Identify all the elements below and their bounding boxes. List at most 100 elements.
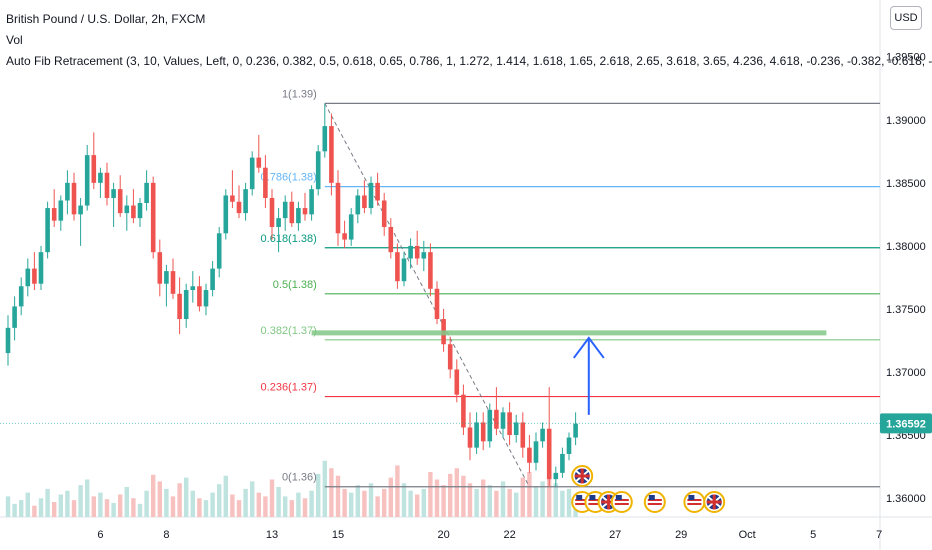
volume-bar (309, 490, 314, 517)
volume-bar (428, 472, 433, 517)
volume-bar (441, 485, 446, 517)
volume-bar (276, 487, 281, 517)
candle-body (177, 293, 182, 320)
volume-bar (362, 490, 367, 517)
volume-bar (269, 479, 275, 517)
volume-bar (349, 492, 354, 517)
volume-bar (52, 502, 57, 517)
volume-bar (368, 483, 374, 517)
candle-body (296, 208, 301, 224)
volume-bar (85, 479, 90, 517)
uk-flag-icon[interactable] (571, 465, 594, 487)
candle-body (84, 155, 90, 206)
price-tick-label: 1.37500 (886, 304, 926, 316)
volume-bar (415, 494, 420, 517)
volume-bar (302, 498, 308, 517)
candle-body (223, 195, 229, 234)
volume-bar (170, 496, 176, 517)
date-tick-label: 6 (97, 529, 103, 541)
flag-canton (615, 495, 622, 500)
flag-stripe (575, 503, 590, 505)
volume-bar (434, 479, 440, 517)
candle-body (302, 208, 308, 215)
volume-bar (481, 479, 486, 517)
volume-bar (184, 477, 189, 517)
drawings[interactable] (0, 330, 880, 424)
candle-body (335, 182, 341, 234)
symbol-title[interactable]: British Pound / U.S. Dollar, 2h, FXCM (6, 12, 206, 26)
candle-body (170, 271, 176, 294)
candle-body (104, 172, 110, 198)
candle-body (381, 200, 387, 227)
price-axis[interactable]: 1.360001.365001.370001.375001.380001.385… (880, 52, 932, 505)
candle-body (236, 201, 242, 214)
volume-indicator-label[interactable]: Vol (6, 33, 23, 47)
candle-body (401, 258, 407, 282)
flag-canton (648, 495, 655, 500)
volume-bar (553, 483, 558, 517)
candle-body (51, 208, 57, 221)
candle-body (124, 205, 130, 214)
price-tick-label: 1.39000 (886, 115, 926, 127)
candle-body (197, 286, 202, 307)
fib-retracement[interactable]: 1(1.39) 0.786(1.38) 0.618(1.38) 0.5(1.38) 0.… (261, 88, 880, 488)
flag-stripe (607, 494, 611, 510)
candle-body (520, 422, 526, 448)
candle-body (150, 182, 156, 253)
volume-bar (210, 492, 215, 517)
volume-bar (395, 465, 400, 517)
candle-body (230, 195, 235, 202)
flag-stripe (614, 503, 629, 505)
candle-body (263, 167, 268, 198)
candle-body (144, 182, 149, 204)
candle-body (527, 447, 532, 463)
date-tick-label: 7 (876, 529, 882, 541)
candle-body (38, 252, 44, 284)
price-tick-label: 1.39500 (886, 52, 926, 64)
candle-body (560, 453, 565, 473)
volume-bar (197, 498, 202, 517)
date-axis[interactable]: 6 8 13 15 20 22 27 29 Oct 5 7 (97, 529, 882, 541)
volume-bar (461, 475, 466, 517)
volume-bar (382, 488, 387, 517)
volume-bar (223, 475, 228, 517)
volume-bar (65, 490, 70, 517)
candle-body (117, 189, 123, 214)
flag-canton (688, 495, 695, 500)
date-tick-label: Oct (739, 529, 756, 541)
candle-body (573, 423, 578, 438)
us-flag-icon[interactable] (610, 491, 633, 513)
candle-body (329, 126, 334, 183)
us-flag-icon[interactable] (643, 491, 666, 513)
candle-body (480, 422, 486, 442)
candle-body (111, 189, 116, 198)
candle-body (12, 306, 17, 328)
fib-indicator-label[interactable]: Auto Fib Retracement (3, 10, Values, Lef… (6, 54, 932, 68)
candle-body (269, 197, 275, 227)
candle-body (276, 218, 281, 227)
date-tick-label: 8 (163, 529, 169, 541)
volume-bar (151, 474, 156, 517)
us-flag-icon[interactable] (683, 491, 706, 513)
volume-bar (137, 503, 143, 517)
candle-body (362, 195, 367, 209)
fib-trend-line (324, 103, 530, 487)
candle-body (315, 151, 321, 190)
volume-bar (203, 500, 209, 517)
volume-bar (91, 496, 96, 517)
fib-level-label: 0.236(1.37) (261, 382, 317, 394)
price-tick-label: 1.37000 (886, 367, 926, 379)
currency-button[interactable]: USD (890, 6, 922, 30)
date-tick-label: 27 (609, 529, 621, 541)
volume-bar (71, 500, 77, 517)
price-tick-label: 1.38000 (886, 241, 926, 253)
volume-bar (190, 490, 195, 517)
candle-body (322, 126, 328, 152)
fib-level-label: 0.786(1.38) (261, 172, 317, 184)
economic-events[interactable] (571, 465, 726, 513)
candle-body (408, 245, 413, 259)
uk-flag-icon[interactable] (703, 491, 726, 513)
volume-bar (487, 485, 492, 517)
candle-body (487, 409, 493, 442)
